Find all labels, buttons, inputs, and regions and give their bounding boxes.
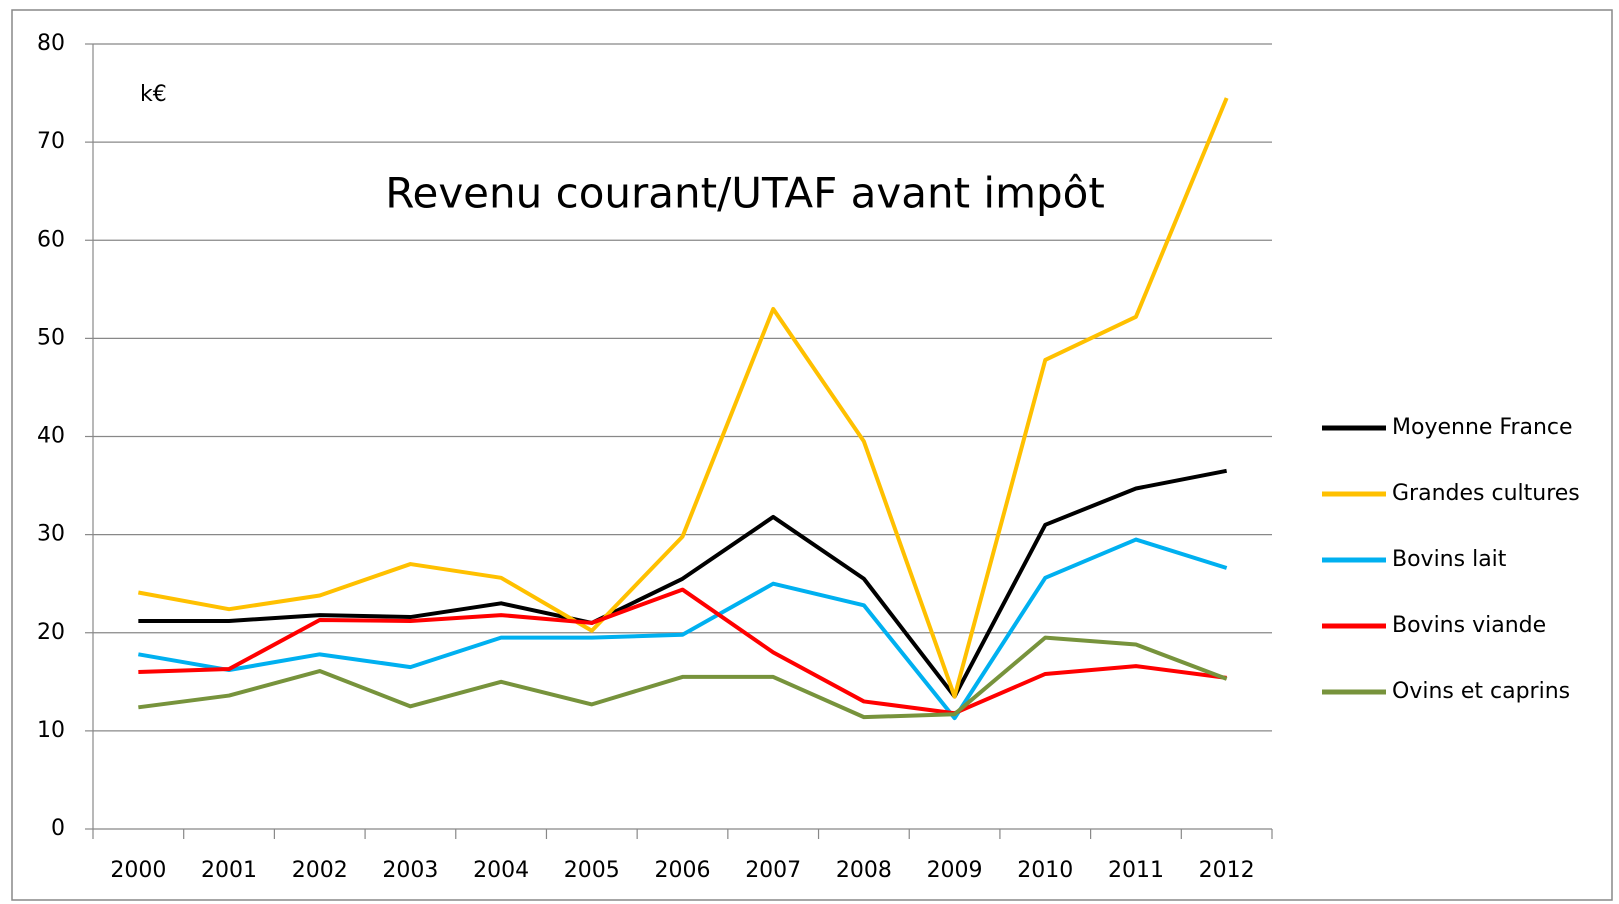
chart-title: Revenu courant/UTAF avant impôt xyxy=(385,169,1105,218)
x-tick-label: 2004 xyxy=(473,858,529,883)
y-tick-label: 30 xyxy=(37,522,65,547)
x-tick-label: 2000 xyxy=(110,858,166,883)
legend-label: Bovins viande xyxy=(1392,613,1546,638)
x-tick-label: 2001 xyxy=(201,858,257,883)
series-line xyxy=(138,537,1228,721)
x-tick-label: 2002 xyxy=(292,858,348,883)
chart-frame xyxy=(11,9,1613,901)
series-line xyxy=(138,587,1227,716)
series-line xyxy=(138,635,1228,720)
y-tick-label: 10 xyxy=(37,718,65,743)
y-tick-label: 0 xyxy=(51,816,65,841)
x-tick-label: 2007 xyxy=(745,858,801,883)
y-tick-label: 20 xyxy=(37,620,65,645)
series-line xyxy=(138,468,1228,699)
x-tick-label: 2008 xyxy=(836,858,892,883)
y-tick-label: 40 xyxy=(37,424,65,449)
y-tick-label: 50 xyxy=(37,325,65,350)
x-tick-label: 2006 xyxy=(655,858,711,883)
x-tick-label: 2009 xyxy=(927,858,983,883)
x-tick-label: 2011 xyxy=(1108,858,1164,883)
y-tick-label: 80 xyxy=(37,31,65,56)
y-tick-label: 70 xyxy=(37,129,65,154)
y-tick-label: 60 xyxy=(37,227,65,252)
legend-label: Grandes cultures xyxy=(1392,481,1580,506)
x-tick-label: 2005 xyxy=(564,858,620,883)
legend-label: Ovins et caprins xyxy=(1392,679,1570,704)
x-tick-label: 2003 xyxy=(382,858,438,883)
series-line xyxy=(137,97,1229,699)
legend-label: Bovins lait xyxy=(1392,547,1507,572)
legend-label: Moyenne France xyxy=(1392,415,1573,440)
x-tick-label: 2010 xyxy=(1017,858,1073,883)
x-tick-label: 2012 xyxy=(1199,858,1255,883)
unit-label: k€ xyxy=(140,82,167,107)
